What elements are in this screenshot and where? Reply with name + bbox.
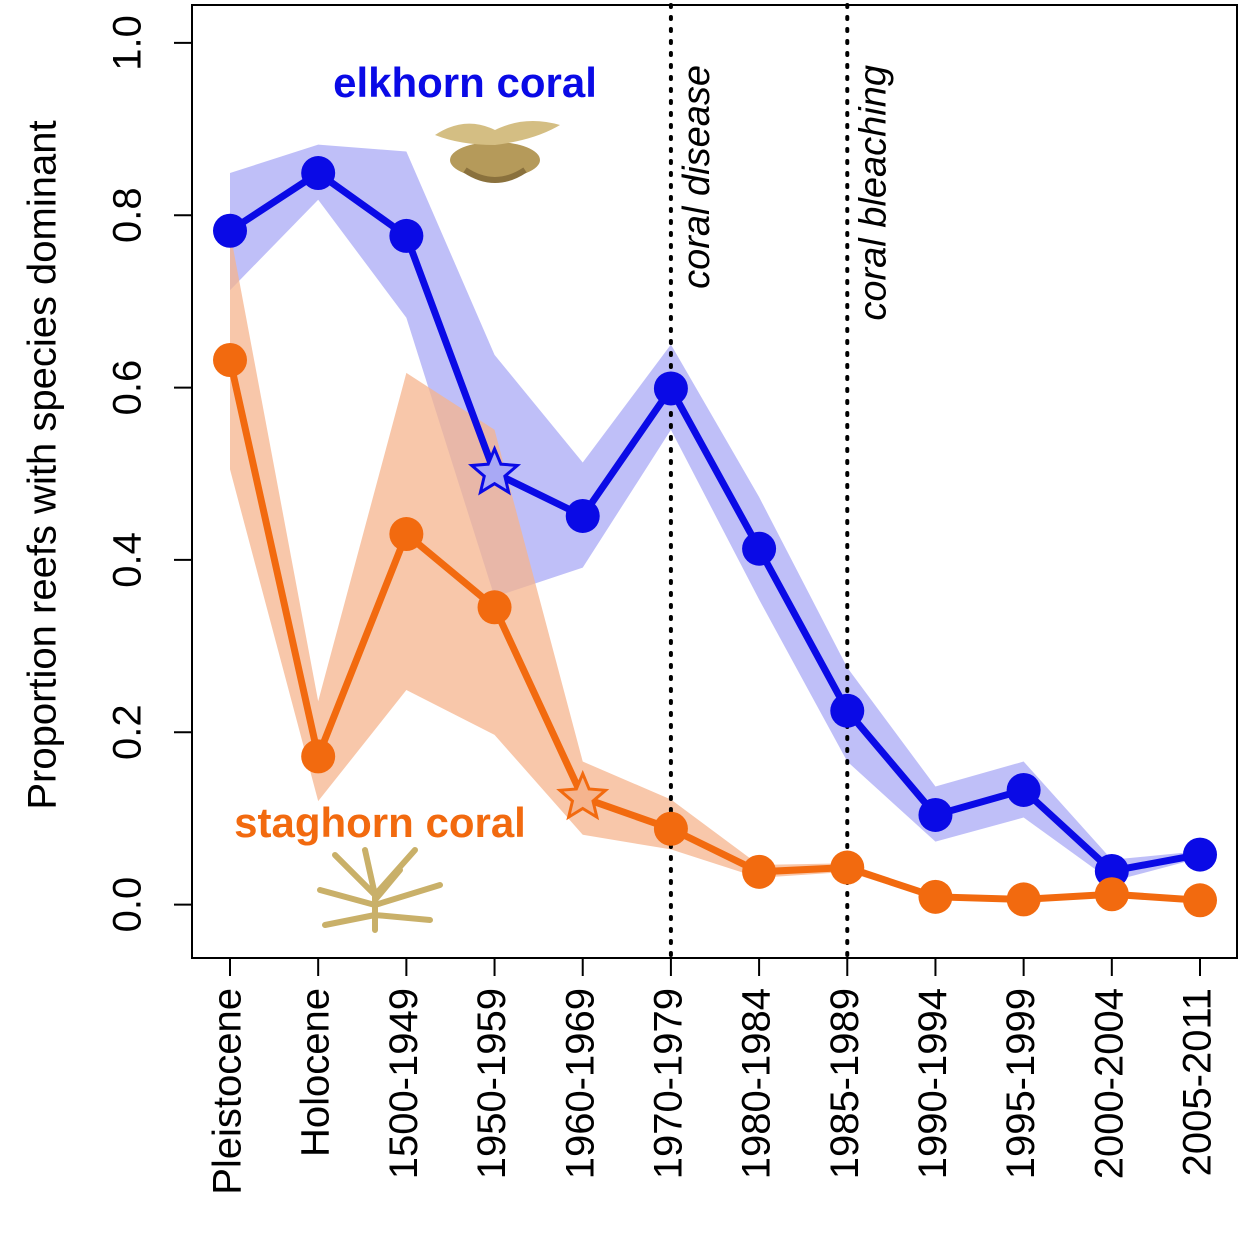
point <box>566 499 600 533</box>
point <box>654 812 688 846</box>
x-tick-label: 1950-1959 <box>470 988 514 1179</box>
point <box>742 532 776 566</box>
point <box>918 798 952 832</box>
point <box>1183 883 1217 917</box>
y-tick-label: 0.6 <box>106 360 150 416</box>
x-tick-label: 2000-2004 <box>1087 988 1131 1179</box>
point <box>918 880 952 914</box>
point <box>654 371 688 405</box>
point <box>1007 882 1041 916</box>
x-tick-label: 1960-1969 <box>558 988 602 1179</box>
x-tick-label: 1985-1989 <box>823 988 867 1179</box>
series-label: elkhorn coral <box>333 59 597 106</box>
point <box>389 517 423 551</box>
y-tick-label: 0.2 <box>106 704 150 760</box>
x-tick-label: Pleistocene <box>206 988 250 1195</box>
series-label: staghorn coral <box>234 799 526 846</box>
y-tick-label: 0.8 <box>106 187 150 243</box>
event-label: coral bleaching <box>852 65 894 321</box>
point <box>301 156 335 190</box>
x-tick-label: 1995-1999 <box>999 988 1043 1179</box>
x-tick-label: 1980-1984 <box>735 988 779 1179</box>
point <box>478 590 512 624</box>
point <box>301 739 335 773</box>
point <box>1007 773 1041 807</box>
x-tick-label: 2005-2011 <box>1176 988 1220 1176</box>
elkhorn-icon <box>435 121 560 180</box>
point <box>213 214 247 248</box>
point <box>1095 877 1129 911</box>
y-tick-label: 1.0 <box>106 15 150 71</box>
y-tick-label: 0.4 <box>106 532 150 588</box>
x-tick-label: 1970-1979 <box>646 988 690 1179</box>
staghorn-icon <box>320 850 440 930</box>
event-label: coral disease <box>676 65 718 289</box>
point <box>830 694 864 728</box>
point <box>389 219 423 253</box>
point <box>1183 838 1217 872</box>
y-axis-label: Proportion reefs with species dominant <box>21 120 65 809</box>
y-tick-label: 0.0 <box>106 877 150 933</box>
point <box>830 851 864 885</box>
x-tick-label: 1500-1949 <box>382 988 426 1179</box>
x-tick-label: 1990-1994 <box>911 988 955 1179</box>
point <box>742 855 776 889</box>
chart: Proportion reefs with species dominant 0… <box>0 0 1239 1251</box>
point <box>213 343 247 377</box>
x-tick-label: Holocene <box>294 988 338 1157</box>
